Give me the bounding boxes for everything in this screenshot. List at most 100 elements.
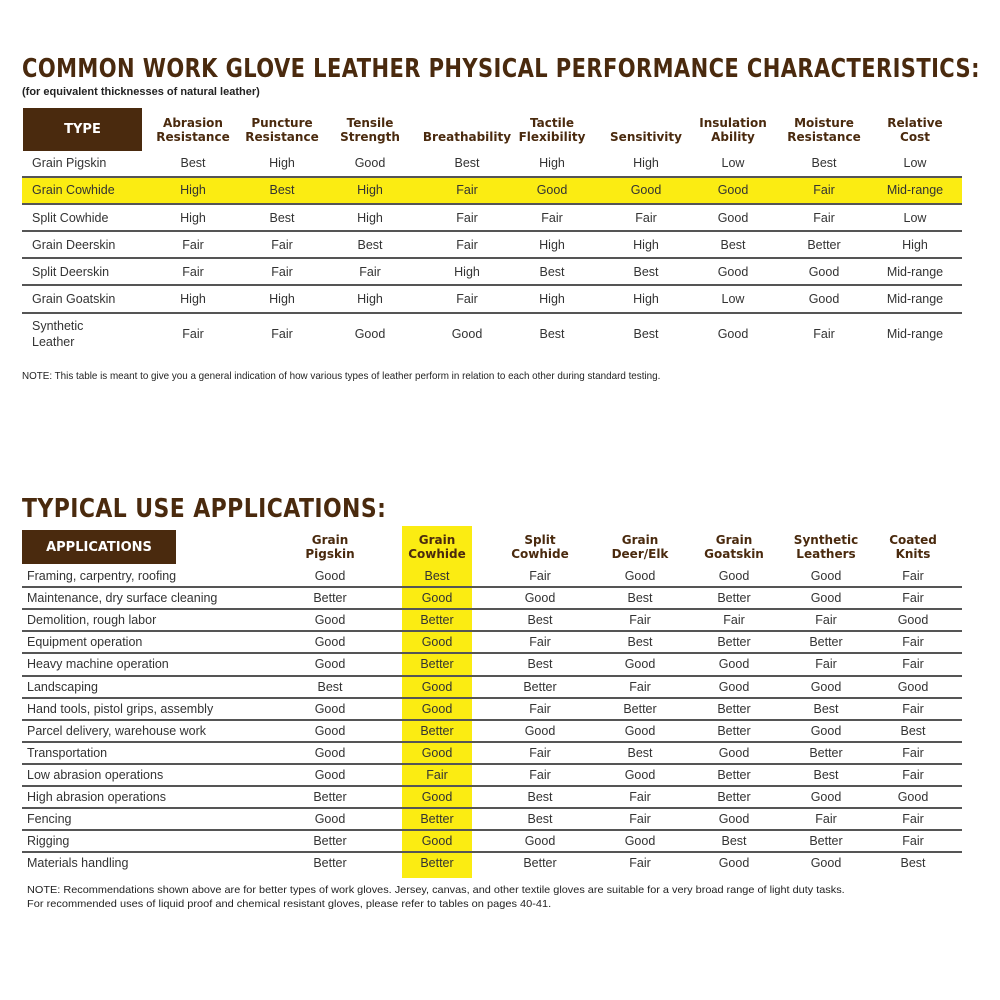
- table-cell: Fair: [813, 327, 835, 341]
- table-cell: Best: [527, 657, 553, 671]
- row-type-label: Grain Goatskin: [32, 292, 116, 306]
- column-header: Breathability: [422, 130, 512, 144]
- table-cell: Fair: [271, 327, 293, 341]
- table-cell: Best: [633, 264, 659, 279]
- column-header: Split Cowhide: [511, 533, 569, 561]
- table-cell: Best: [269, 210, 295, 225]
- table-cell: Best: [900, 724, 926, 738]
- row-divider: [22, 586, 962, 588]
- table-cell: Fair: [629, 812, 651, 826]
- column-header: Tensile Strength: [340, 116, 400, 144]
- row-application-label: Heavy machine operation: [27, 657, 169, 671]
- table-cell: High: [633, 237, 659, 252]
- row-type-label: Split Cowhide: [32, 210, 109, 225]
- table-cell: Better: [313, 790, 347, 804]
- table-cell: Mid-range: [886, 264, 944, 279]
- row-divider: [22, 312, 962, 314]
- column-header: Sensitivity: [610, 130, 682, 144]
- table-cell: Best: [539, 264, 565, 279]
- table-cell: Best: [627, 746, 653, 760]
- table-cell: Best: [527, 812, 553, 826]
- table-cell: Good: [717, 210, 749, 225]
- table-cell: Fair: [902, 768, 924, 782]
- row-application-label: Transportation: [27, 746, 108, 760]
- row-application-label: Materials handling: [27, 856, 129, 870]
- table-cell: Good: [810, 724, 842, 738]
- row-application-label: Fencing: [27, 812, 72, 826]
- row-application-label: Hand tools, pistol grips, assembly: [27, 702, 214, 716]
- table-cell: Fair: [456, 237, 478, 252]
- table-cell: Fair: [182, 237, 204, 252]
- column-header: Grain Pigskin: [305, 533, 355, 561]
- table-cell: Good: [314, 724, 346, 738]
- table-cell: Better: [420, 856, 454, 870]
- table-cell: Fair: [902, 591, 924, 605]
- column-header: Grain Goatskin: [704, 533, 764, 561]
- table-cell: Fair: [629, 790, 651, 804]
- table-cell: Fair: [815, 657, 837, 671]
- table-cell: Better: [809, 635, 843, 649]
- row-divider: [22, 675, 962, 677]
- table-cell: Good: [718, 680, 750, 694]
- table-cell: Mid-range: [886, 327, 944, 341]
- column-header: Tactile Flexibility: [518, 116, 586, 144]
- table-cell: Fair: [902, 702, 924, 716]
- row-divider: [22, 785, 962, 787]
- row-divider: [22, 630, 962, 632]
- table-cell: Good: [421, 635, 453, 649]
- table-cell: Good: [314, 569, 346, 583]
- row-divider: [22, 763, 962, 765]
- table-cell: High: [180, 183, 206, 197]
- table-cell: Better: [717, 790, 751, 804]
- section1-subtitle: (for equivalent thicknesses of natural l…: [22, 86, 260, 98]
- table-cell: High: [539, 237, 565, 252]
- row-divider: [22, 284, 962, 286]
- table-cell: High: [454, 264, 480, 279]
- table-cell: Best: [627, 635, 653, 649]
- table-cell: Fair: [629, 613, 651, 627]
- row-divider: [22, 697, 962, 699]
- table-cell: High: [357, 183, 383, 197]
- table-cell: Best: [633, 327, 659, 341]
- row-divider: [22, 176, 962, 178]
- table-cell: Good: [897, 613, 929, 627]
- table-cell: High: [357, 292, 383, 306]
- table-cell: High: [269, 156, 295, 170]
- row-divider: [22, 652, 962, 654]
- table-cell: Better: [717, 768, 751, 782]
- table-cell: Fair: [456, 210, 478, 225]
- table-cell: Good: [624, 569, 656, 583]
- table-cell: Fair: [902, 746, 924, 760]
- table-cell: Mid-range: [886, 292, 944, 306]
- table-cell: Good: [718, 657, 750, 671]
- table-cell: Fair: [529, 746, 551, 760]
- table-cell: Good: [624, 768, 656, 782]
- table-cell: Fair: [529, 768, 551, 782]
- table-cell: Good: [810, 569, 842, 583]
- table-cell: Good: [717, 264, 749, 279]
- table-cell: Good: [808, 292, 840, 306]
- table-cell: Better: [809, 834, 843, 848]
- column-header: Grain Deer/Elk: [611, 533, 669, 561]
- table-cell: Good: [354, 327, 386, 341]
- row-divider: [22, 851, 962, 853]
- table-cell: Fair: [813, 183, 835, 197]
- table-cell: Good: [524, 591, 556, 605]
- table-cell: High: [357, 210, 383, 225]
- table-cell: Better: [313, 591, 347, 605]
- table-cell: Fair: [629, 856, 651, 870]
- table-cell: Fair: [541, 210, 563, 225]
- table-cell: Fair: [629, 680, 651, 694]
- column-header: Abrasion Resistance: [156, 116, 230, 144]
- column-header: Puncture Resistance: [245, 116, 319, 144]
- table-cell: Best: [900, 856, 926, 870]
- table-cell: Fair: [426, 768, 448, 782]
- table-cell: Good: [624, 724, 656, 738]
- row-type-label: Grain Cowhide: [32, 183, 115, 197]
- row-type-label: Grain Pigskin: [32, 156, 107, 170]
- table-cell: Low: [721, 156, 745, 170]
- row-divider: [22, 230, 962, 232]
- table-cell: Good: [718, 856, 750, 870]
- row-application-label: Demolition, rough labor: [27, 613, 157, 627]
- table-cell: Best: [721, 834, 747, 848]
